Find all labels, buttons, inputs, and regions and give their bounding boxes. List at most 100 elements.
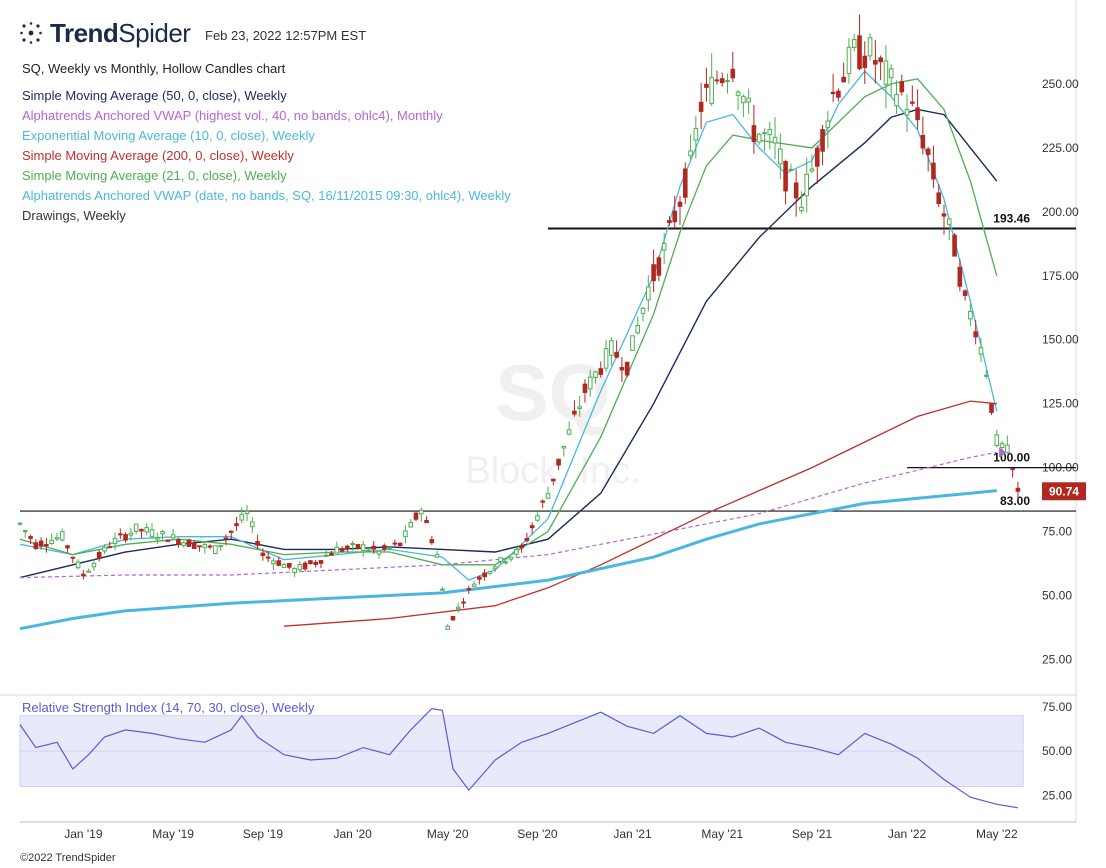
candle-body bbox=[170, 534, 176, 539]
y-tick-label: 200.00 bbox=[1042, 205, 1079, 219]
candle-body bbox=[915, 107, 920, 121]
x-tick-label: Sep '20 bbox=[517, 827, 558, 841]
candle-body bbox=[973, 331, 978, 338]
candle-body bbox=[223, 537, 229, 540]
chart-title: SQ, Weekly vs Monthly, Hollow Candles ch… bbox=[22, 61, 286, 76]
legend-item[interactable]: Simple Moving Average (50, 0, close), We… bbox=[22, 88, 287, 103]
candle-body bbox=[556, 458, 561, 466]
candle-body bbox=[70, 556, 76, 559]
x-tick-label: Jan '19 bbox=[64, 827, 103, 841]
legend-item[interactable]: Exponential Moving Average (10, 0, close… bbox=[22, 128, 315, 143]
candle-body bbox=[461, 601, 466, 604]
candle-body bbox=[825, 120, 831, 128]
candle-body bbox=[920, 135, 926, 149]
legend-item[interactable]: Drawings, Weekly bbox=[22, 208, 126, 223]
candle-body bbox=[619, 366, 625, 371]
candle-body bbox=[566, 429, 572, 435]
candle-body bbox=[434, 553, 440, 558]
candle-body bbox=[894, 93, 899, 107]
candle-body bbox=[429, 539, 435, 544]
x-tick-label: Sep '19 bbox=[243, 827, 284, 841]
candle-body bbox=[213, 545, 218, 554]
candle-body bbox=[867, 37, 873, 57]
candle-body bbox=[154, 537, 160, 540]
candle-body bbox=[994, 434, 1000, 447]
candle-body bbox=[228, 530, 234, 533]
candle-body bbox=[609, 340, 614, 356]
candle-body bbox=[635, 324, 641, 334]
candle-body bbox=[746, 97, 751, 103]
candle-body bbox=[355, 543, 361, 549]
candle-body bbox=[96, 551, 102, 559]
candle-body bbox=[118, 533, 123, 536]
x-tick-label: May '20 bbox=[427, 827, 469, 841]
candle-body bbox=[751, 125, 757, 143]
candle-body bbox=[508, 556, 514, 560]
candle-body bbox=[693, 128, 699, 141]
candle-body bbox=[255, 541, 260, 546]
y-tick-label: 125.00 bbox=[1042, 397, 1079, 411]
candle-body bbox=[65, 545, 70, 549]
candle-body bbox=[577, 406, 582, 409]
legend-item[interactable]: Simple Moving Average (21, 0, close), We… bbox=[22, 168, 287, 183]
candle-body bbox=[382, 545, 387, 550]
legend-item[interactable]: Alphatrends Anchored VWAP (date, no band… bbox=[22, 188, 511, 203]
candle-body bbox=[345, 545, 350, 549]
candle-body bbox=[139, 528, 144, 532]
candle-body bbox=[978, 347, 984, 355]
candle-body bbox=[714, 79, 720, 82]
candle-body bbox=[477, 576, 482, 580]
candle-body bbox=[741, 95, 746, 104]
x-tick-label: Sep '21 bbox=[792, 827, 833, 841]
candle-body bbox=[519, 545, 524, 549]
y-tick-label: 175.00 bbox=[1042, 269, 1079, 283]
candle-body bbox=[968, 310, 973, 320]
candle-body bbox=[688, 150, 693, 157]
x-tick-label: Jan '21 bbox=[613, 827, 652, 841]
candle-body bbox=[862, 55, 868, 68]
last-price-label: 90.74 bbox=[1049, 484, 1079, 498]
candle-body bbox=[989, 403, 994, 413]
candle-body bbox=[281, 564, 287, 568]
candle-body bbox=[466, 588, 472, 591]
candle-body bbox=[1005, 444, 1010, 454]
candle-body bbox=[239, 513, 245, 521]
candle-body bbox=[392, 542, 398, 545]
candle-body bbox=[218, 544, 223, 548]
candle-body bbox=[603, 348, 609, 369]
series-line-1 bbox=[19, 451, 997, 579]
level-label: 83.00 bbox=[1000, 494, 1030, 508]
candle-body bbox=[22, 530, 28, 533]
candle-body bbox=[202, 544, 208, 548]
candle-body bbox=[682, 168, 688, 198]
candle-body bbox=[408, 521, 414, 528]
candle-body bbox=[286, 562, 292, 568]
y-tick-label: 150.00 bbox=[1042, 333, 1079, 347]
candle-body bbox=[778, 148, 783, 165]
candle-body bbox=[75, 561, 81, 569]
candle-body bbox=[133, 523, 139, 532]
legend-item[interactable]: Alphatrends Anchored VWAP (highest vol.,… bbox=[22, 108, 443, 123]
candle-body bbox=[656, 257, 662, 276]
candle-body bbox=[983, 374, 989, 377]
candle-body bbox=[762, 132, 767, 135]
candle-body bbox=[102, 546, 107, 552]
candle-body bbox=[160, 531, 165, 535]
candle-body bbox=[677, 201, 683, 207]
candle-body bbox=[492, 566, 498, 570]
spider-logo-icon bbox=[20, 22, 42, 44]
y-tick-label: 25.00 bbox=[1042, 652, 1072, 666]
candle-body bbox=[514, 549, 519, 555]
candle-body bbox=[123, 534, 128, 541]
candle-body bbox=[730, 68, 736, 79]
candle-body bbox=[387, 547, 392, 550]
legend-item[interactable]: Simple Moving Average (200, 0, close), W… bbox=[22, 148, 294, 163]
candle-body bbox=[371, 545, 377, 550]
candle-body bbox=[271, 560, 276, 565]
candle-body bbox=[498, 557, 503, 562]
candle-body bbox=[165, 539, 171, 542]
candle-body bbox=[540, 500, 546, 503]
candle-body bbox=[767, 129, 773, 136]
candle-body bbox=[672, 210, 678, 223]
